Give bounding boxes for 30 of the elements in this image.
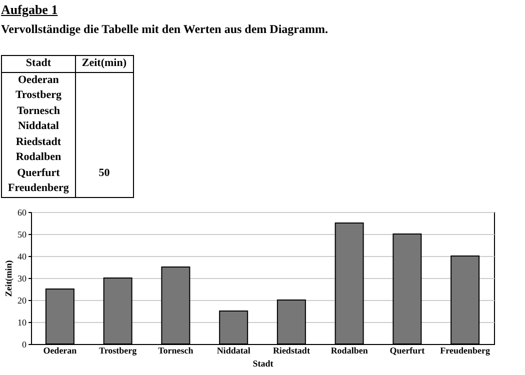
text: Stadt	[26, 57, 51, 69]
y-axis-title: Zeit(min)	[4, 260, 14, 297]
y-tick-label: 20	[18, 296, 27, 306]
x-tick-label: Oederan	[43, 346, 77, 356]
chart-title: Aufgabe 1	[1, 2, 58, 18]
x-tick-label: Niddatal	[216, 346, 251, 356]
y-tick-label: 0	[22, 340, 27, 350]
category-label: Riedstadt	[16, 136, 62, 148]
text: Zeit(min)	[82, 57, 127, 69]
category-label: Rodalben	[16, 151, 62, 163]
y-tick-label: 10	[18, 318, 27, 328]
category-label: Querfurt	[17, 166, 60, 178]
x-tick-label: Querfurt	[390, 346, 425, 356]
y-tick-label: 30	[18, 274, 27, 284]
category-label: Tornesch	[16, 104, 60, 116]
category-label: Trostberg	[15, 89, 62, 101]
category-label: Niddatal	[18, 120, 59, 132]
x-tick-label: Trostberg	[98, 346, 138, 356]
y-tick-label: 60	[18, 208, 27, 218]
y-tick-label: 50	[18, 230, 27, 240]
text: 50	[75, 166, 134, 181]
category-label: Freudenberg	[8, 182, 69, 194]
category-label: Oederan	[18, 74, 59, 86]
x-axis-title: Stadt	[252, 358, 274, 368]
x-tick-label: Riedstadt	[272, 346, 310, 356]
x-tick-label: Rodalben	[330, 346, 368, 356]
x-tick-label: Tornesch	[158, 346, 194, 356]
chart-subtitle: Vervollständige die Tabelle mit den Werten aus dem Diagramm.	[1, 22, 328, 37]
y-tick-label: 40	[18, 252, 27, 262]
x-tick-label: Freudenberg	[440, 346, 490, 356]
